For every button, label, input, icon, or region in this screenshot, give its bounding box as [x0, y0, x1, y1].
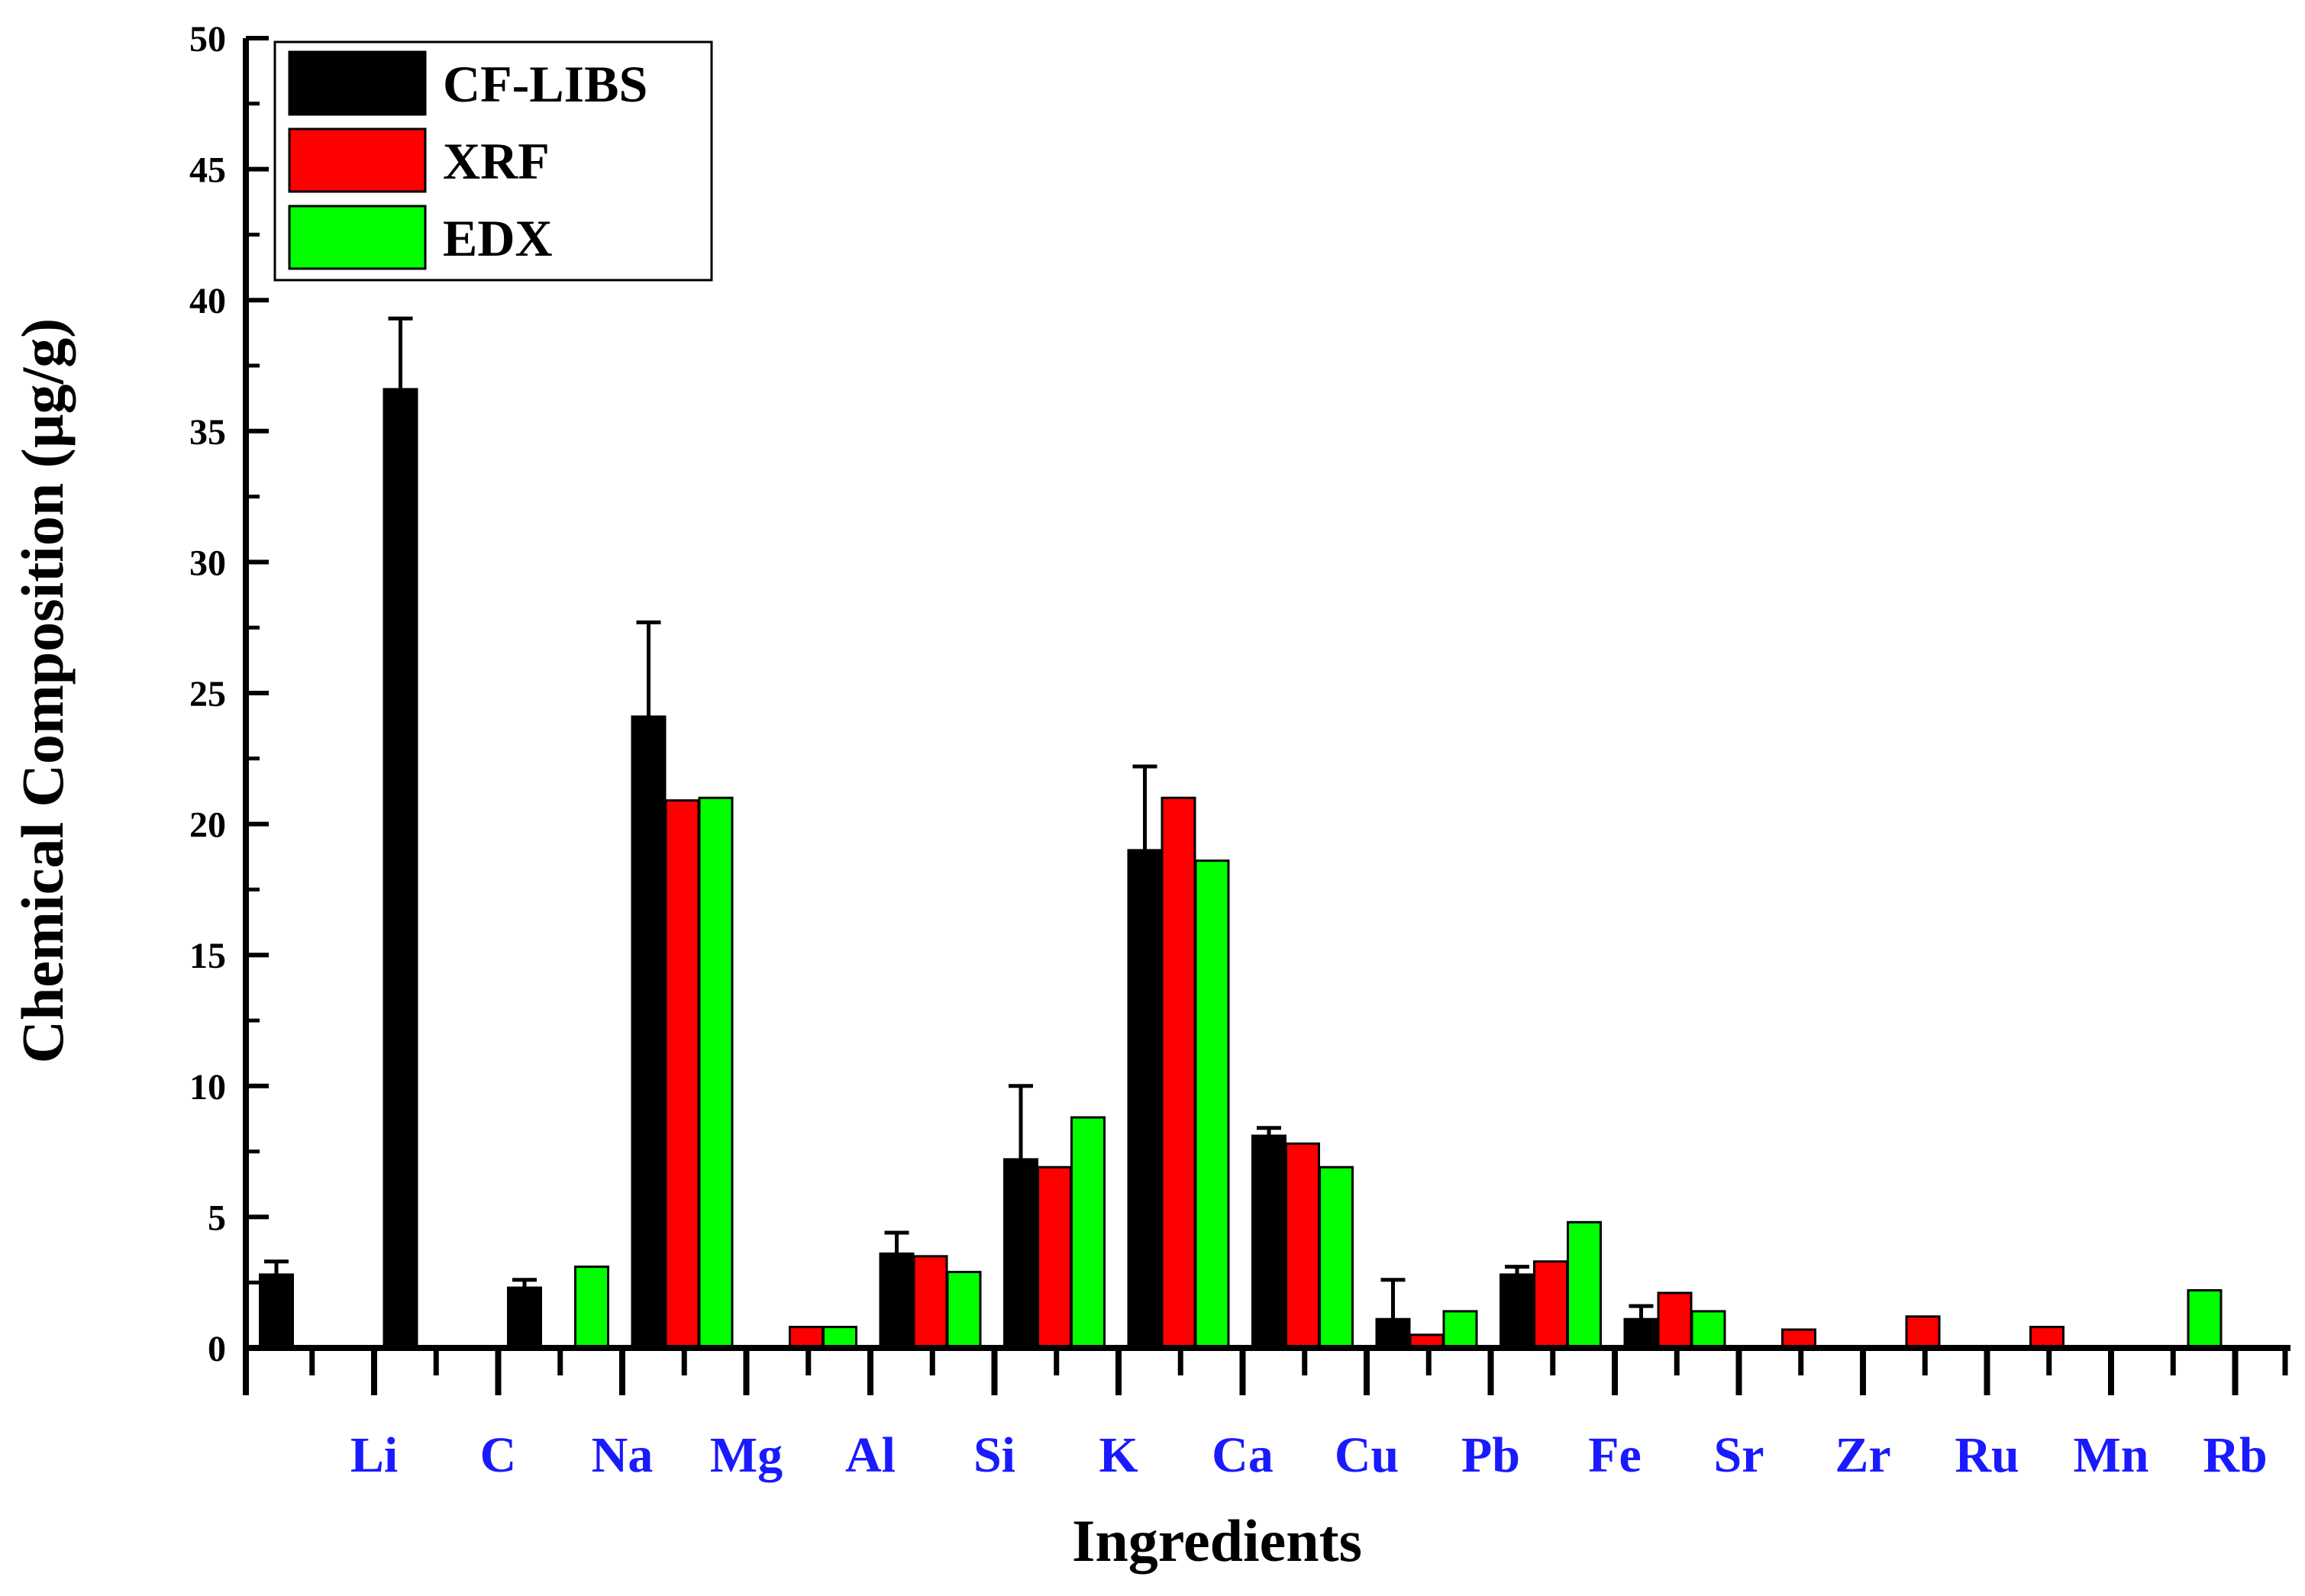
bar-xrf-ca	[1161, 796, 1196, 1349]
error-bar-mg	[636, 620, 661, 717]
error-bars-layer	[264, 316, 1654, 1320]
bar-cf-libs-sr	[1623, 1317, 1659, 1349]
x-tick-label-ca: Ca	[1212, 1427, 1274, 1483]
error-bar-c	[388, 316, 413, 389]
bar-cf-libs-ca	[1127, 849, 1163, 1349]
labels-layer: 0 5 10 15 20 25 30 35 40 45 50 Li C Na Mg Al Si K Ca Cu Pb Fe…	[189, 19, 2268, 1483]
legend-label-edx: EDX	[443, 209, 553, 267]
bar-xrf-k	[1037, 1166, 1072, 1349]
x-tick-label-na: Na	[592, 1427, 654, 1483]
x-tick-label-mn: Mn	[2074, 1427, 2149, 1483]
y-tick-label: 15	[189, 936, 226, 976]
bar-xrf-cu	[1285, 1142, 1320, 1349]
error-bar-na	[512, 1278, 537, 1288]
error-bar-cu	[1257, 1126, 1281, 1137]
x-tick-label-fe: Fe	[1588, 1427, 1642, 1483]
error-bar-pb	[1380, 1278, 1406, 1320]
x-tick-label-si: Si	[973, 1427, 1015, 1483]
legend-swatch-edx	[288, 205, 427, 270]
y-tick-label: 35	[189, 412, 226, 453]
bar-xrf-mg	[664, 799, 700, 1349]
bar-xrf-al	[789, 1326, 824, 1349]
bar-cf-libs-cu	[1251, 1134, 1286, 1349]
bar-cf-libs-na	[507, 1286, 542, 1349]
bar-cf-libs-pb	[1375, 1317, 1411, 1349]
axes-layer	[243, 36, 2290, 1395]
x-axis-title: Ingredients	[1072, 1507, 1362, 1574]
x-tick-label-ru: Ru	[1955, 1427, 2019, 1483]
bar-xrf-zr	[1781, 1328, 1816, 1349]
y-tick-label: 20	[189, 805, 226, 846]
x-tick-label-rb: Rb	[2203, 1427, 2267, 1483]
bar-edx-cu	[1319, 1166, 1354, 1349]
y-tick-label: 25	[189, 674, 226, 714]
y-tick-label: 40	[189, 281, 226, 321]
x-tick-label-cu: Cu	[1335, 1427, 1399, 1483]
legend-swatch-cf-libs	[288, 50, 427, 116]
error-bar-li	[264, 1259, 289, 1275]
bar-cf-libs-k	[1003, 1158, 1038, 1349]
x-tick-label-c: C	[480, 1427, 517, 1483]
bar-edx-pb	[1442, 1310, 1478, 1349]
legend: CF-LIBS XRF EDX	[273, 40, 713, 282]
legend-label-xrf: XRF	[443, 132, 550, 190]
bar-edx-ca	[1194, 859, 1230, 1349]
bar-edx-fe	[1567, 1220, 1602, 1349]
error-bar-si	[884, 1230, 909, 1254]
x-tick-label-li: Li	[350, 1427, 398, 1483]
bar-cf-libs-mg	[631, 715, 667, 1349]
bar-xrf-sr	[1657, 1291, 1693, 1349]
error-bar-fe	[1505, 1265, 1529, 1275]
bar-edx-k	[1070, 1116, 1106, 1349]
error-bar-sr	[1629, 1304, 1654, 1320]
bar-cf-libs-fe	[1500, 1273, 1535, 1349]
y-tick-label: 5	[208, 1198, 226, 1238]
legend-swatch-xrf	[288, 127, 427, 193]
x-tick-label-zr: Zr	[1835, 1427, 1890, 1483]
x-tick-label-al: Al	[845, 1427, 896, 1483]
y-tick-label: 10	[189, 1067, 226, 1108]
x-tick-label-pb: Pb	[1461, 1427, 1520, 1483]
bar-edx-rb	[2187, 1288, 2223, 1349]
bar-cf-libs-c	[383, 388, 418, 1349]
error-bar-k	[1009, 1084, 1033, 1159]
y-tick-label: 50	[189, 19, 226, 60]
y-tick-label: 45	[189, 150, 226, 191]
y-tick-label: 0	[208, 1329, 226, 1369]
bar-xrf-fe	[1533, 1260, 1568, 1349]
x-tick-label-k: K	[1099, 1427, 1138, 1483]
bar-edx-si	[946, 1270, 982, 1349]
x-tick-label-sr: Sr	[1714, 1427, 1764, 1483]
bar-xrf-si	[912, 1255, 948, 1349]
bar-edx-na	[574, 1266, 609, 1349]
bar-edx-mg	[698, 796, 734, 1349]
x-tick-label-mg: Mg	[710, 1427, 783, 1483]
bar-edx-al	[822, 1326, 857, 1349]
error-bar-ca	[1132, 764, 1157, 850]
bars-layer	[259, 388, 2223, 1349]
bar-cf-libs-si	[879, 1252, 915, 1349]
y-tick-label: 30	[189, 543, 226, 583]
bar-cf-libs-li	[259, 1273, 294, 1349]
legend-label-cf-libs: CF-LIBS	[443, 55, 647, 113]
bar-edx-sr	[1690, 1310, 1726, 1349]
y-axis-title: Chemical Composition (µg/g)	[9, 318, 76, 1064]
bar-xrf-mn	[2029, 1326, 2064, 1349]
bar-xrf-ru	[1905, 1315, 1941, 1349]
